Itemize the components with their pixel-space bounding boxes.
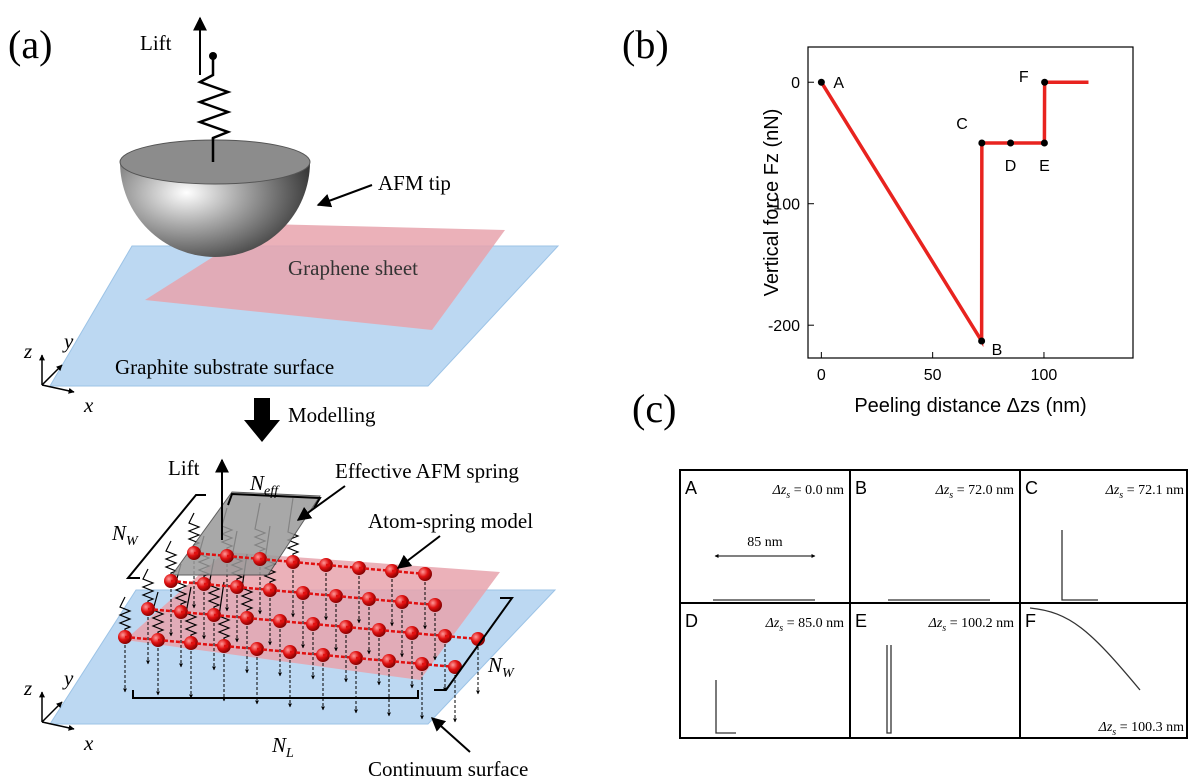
x-axis-label: Peeling distance Δzs (nm) xyxy=(854,395,1086,417)
caption-pre: Δz xyxy=(1105,483,1120,498)
panel-label: (b) xyxy=(622,22,669,67)
cell-letter: F xyxy=(1025,611,1036,631)
data-line xyxy=(821,82,1088,341)
caption-post: = 100.3 nm xyxy=(1116,720,1184,735)
tip-label: AFM tip xyxy=(378,171,451,195)
point-label: C xyxy=(956,116,968,133)
caption-pre: Δz xyxy=(772,483,787,498)
data-point xyxy=(1007,139,1014,146)
atom xyxy=(418,567,432,581)
point-label: A xyxy=(833,75,844,92)
cell-letter: A xyxy=(685,478,697,498)
plot-frame xyxy=(808,47,1133,358)
axis-z: z xyxy=(23,339,32,363)
caption-pre: Δz xyxy=(928,616,943,631)
panel-a: (a) Lift AFM tip Graphene sheet Graphite… xyxy=(8,18,558,781)
substrate-label: Graphite substrate surface xyxy=(115,355,334,379)
x-tick-label: 50 xyxy=(924,367,942,384)
cell-letter: B xyxy=(855,478,867,498)
y-tick-label: 0 xyxy=(791,75,800,92)
data-point xyxy=(1041,79,1048,86)
x-tick-label: 100 xyxy=(1031,367,1058,384)
caption-post: = 0.0 nm xyxy=(790,483,844,498)
spring-label: Effective AFM spring xyxy=(335,459,519,483)
surface-label: Continuum surface xyxy=(368,757,528,781)
cell-letter: D xyxy=(685,611,698,631)
n-w-left: NW xyxy=(111,521,139,549)
atom xyxy=(428,598,442,612)
figure: (a) Lift AFM tip Graphene sheet Graphite… xyxy=(0,0,1199,781)
y-tick-label: -200 xyxy=(768,318,800,335)
modelling-label: Modelling xyxy=(288,403,376,427)
panel-c: (c) A Δzs = 0.0 nm B Δzs = 72.0 nm C Δzs = 72… xyxy=(632,386,1187,738)
axis-z: z xyxy=(23,676,32,700)
snapshots xyxy=(713,530,1140,733)
caption-post: = 72.1 nm xyxy=(1123,483,1184,498)
cell-caption: Δzs = 100.2 nm xyxy=(928,616,1014,634)
model-label: Atom-spring model xyxy=(368,509,533,533)
point-label: D xyxy=(1005,158,1017,175)
cell-caption: Δzs = 85.0 nm xyxy=(765,616,844,634)
cell-caption: Δzs = 72.1 nm xyxy=(1105,483,1184,501)
caption-post: = 100.2 nm xyxy=(946,616,1014,631)
caption-pre: Δz xyxy=(1098,720,1113,735)
n-l: NL xyxy=(271,733,294,761)
panel-label: (c) xyxy=(632,386,676,431)
lift-label: Lift xyxy=(140,31,172,55)
data-point xyxy=(818,79,825,86)
y-axis-label: Vertical force Fz (nN) xyxy=(761,109,783,297)
data-point xyxy=(1041,139,1048,146)
caption-pre: Δz xyxy=(765,616,780,631)
modelling-arrow xyxy=(244,398,280,442)
caption-post: = 72.0 nm xyxy=(953,483,1014,498)
cell-letter: C xyxy=(1025,478,1038,498)
point-label: B xyxy=(992,342,1003,359)
point-label: F xyxy=(1019,69,1029,86)
sheet-label: Graphene sheet xyxy=(288,256,418,280)
caption-post: = 85.0 nm xyxy=(783,616,844,631)
data-point xyxy=(978,139,985,146)
data-point xyxy=(978,337,985,344)
axis-x: x xyxy=(83,731,94,755)
x-tick-label: 0 xyxy=(817,367,826,384)
tip-top xyxy=(120,140,310,184)
axis-y: y xyxy=(62,666,74,690)
tip-pointer xyxy=(318,185,372,205)
axis-y: y xyxy=(62,329,74,353)
lift-label-2: Lift xyxy=(168,456,200,480)
scale-label: 85 nm xyxy=(747,535,783,550)
cell-caption: Δzs = 72.0 nm xyxy=(935,483,1014,501)
cell-letter: E xyxy=(855,611,867,631)
axis-x: x xyxy=(83,393,94,417)
cell-caption: Δzs = 0.0 nm xyxy=(772,483,844,501)
panel-label: (a) xyxy=(8,22,52,67)
point-label: E xyxy=(1039,158,1050,175)
caption-pre: Δz xyxy=(935,483,950,498)
cell-caption: Δzs = 100.3 nm xyxy=(1098,720,1184,738)
n-w-right: NW xyxy=(487,653,515,681)
